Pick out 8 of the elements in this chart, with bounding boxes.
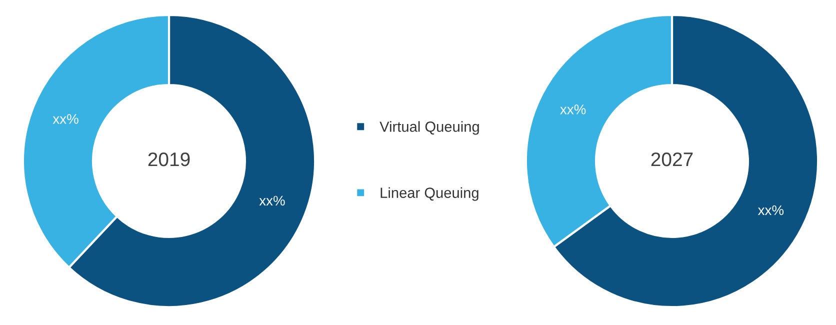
text: 2019 xyxy=(148,152,190,166)
data-label: xx% xyxy=(560,104,586,114)
data-label: xx% xyxy=(52,114,78,124)
legend-label: Linear Queuing xyxy=(380,187,478,201)
text: 2027 xyxy=(651,152,693,166)
data-label: xx% xyxy=(259,196,285,206)
legend-label: Virtual Queuing xyxy=(380,121,479,135)
data-label: xx% xyxy=(758,205,784,216)
